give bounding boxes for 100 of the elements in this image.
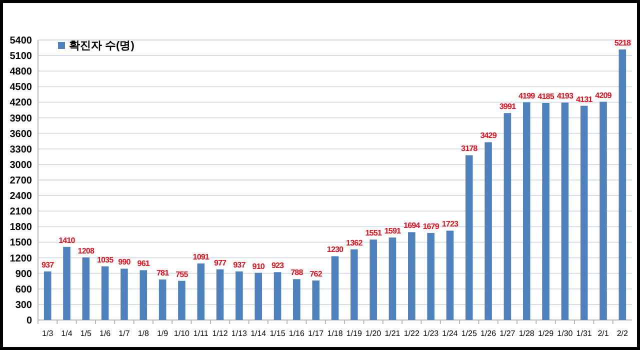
x-tick-label: 1/19 [346, 329, 362, 338]
data-label: 1362 [346, 238, 364, 248]
x-tick-label: 1/11 [193, 329, 209, 338]
bar [274, 272, 282, 320]
y-tick-label: 900 [15, 268, 32, 280]
bar [216, 269, 224, 320]
x-tick-label: 1/26 [480, 329, 497, 338]
bar [197, 263, 205, 320]
x-tick-label: 1/6 [100, 329, 112, 338]
bar [427, 232, 434, 320]
x-tick-label: 1/23 [423, 329, 440, 338]
data-label: 5218 [614, 38, 632, 48]
y-tick-label: 5400 [10, 36, 32, 46]
y-tick-label: 3600 [10, 128, 32, 140]
y-tick-label: 4200 [10, 98, 32, 109]
y-tick-label: 1800 [10, 222, 32, 234]
y-tick-label: 1500 [10, 238, 32, 249]
y-tick-label: 4500 [10, 82, 32, 94]
bar [101, 266, 109, 320]
data-label: 1208 [78, 246, 95, 256]
x-tick-label: 1/12 [212, 329, 228, 338]
data-label: 1551 [365, 228, 382, 238]
data-label: 1410 [58, 236, 76, 245]
x-tick-label: 1/3 [42, 329, 54, 338]
legend-label: 확진자 수(명) [69, 40, 135, 52]
bar [618, 49, 626, 320]
x-tick-label: 1/9 [156, 329, 169, 338]
data-label: 1230 [326, 245, 344, 254]
y-tick-label: 3900 [10, 113, 32, 124]
x-tick-label: 1/4 [61, 329, 73, 338]
bar [63, 246, 70, 320]
bar [312, 280, 320, 320]
y-tick-label: 2700 [10, 176, 32, 186]
x-tick-label: 1/31 [576, 329, 592, 338]
bar [580, 106, 588, 320]
x-tick-label: 1/28 [518, 329, 535, 338]
bar [504, 113, 512, 320]
data-label: 937 [42, 260, 55, 270]
bar [236, 271, 243, 320]
data-label: 4209 [595, 90, 612, 100]
x-tick-label: 1/29 [538, 329, 554, 338]
bar [370, 240, 377, 320]
data-label: 4131 [576, 94, 594, 104]
bar [120, 268, 128, 320]
x-tick-label: 1/15 [270, 329, 286, 338]
bar [331, 256, 339, 320]
y-tick-label: 4800 [10, 66, 32, 78]
data-label: 4199 [518, 91, 536, 100]
y-tick-label: 3300 [10, 144, 32, 156]
data-label: 788 [290, 268, 304, 278]
data-label: 1091 [192, 252, 210, 262]
data-label: 781 [156, 268, 170, 278]
y-tick-label: 2400 [10, 191, 32, 202]
data-label: 755 [176, 270, 189, 279]
x-tick-label: 1/10 [174, 329, 190, 338]
x-tick-label: 1/22 [404, 329, 420, 338]
bar [82, 257, 90, 320]
y-tick-label: 0 [26, 316, 32, 326]
data-label: 937 [233, 260, 246, 270]
bar [178, 280, 186, 320]
x-tick-label: 1/5 [80, 329, 92, 338]
data-label: 977 [214, 258, 228, 268]
x-tick-label: 1/8 [138, 329, 150, 338]
x-tick-label: 1/14 [250, 329, 267, 338]
x-tick-label: 2/1 [598, 329, 610, 338]
y-tick-label: 300 [15, 300, 32, 311]
bar [350, 249, 358, 320]
data-label: 923 [271, 261, 285, 270]
data-label: 1723 [442, 220, 460, 229]
data-label: 3429 [480, 131, 498, 140]
bar [561, 102, 569, 320]
bar [408, 232, 416, 320]
y-tick-label: 5100 [10, 51, 32, 62]
x-tick-label: 1/30 [557, 329, 574, 338]
data-label: 1679 [422, 222, 440, 231]
bar [465, 155, 473, 320]
x-tick-label: 1/7 [118, 329, 130, 338]
x-tick-label: 1/17 [308, 329, 324, 338]
bar [522, 102, 530, 320]
bar [158, 280, 166, 320]
data-label: 762 [310, 269, 323, 278]
x-tick-label: 1/20 [366, 329, 382, 338]
data-label: 3991 [499, 102, 516, 112]
x-tick-label: 1/25 [461, 329, 478, 338]
data-label: 990 [118, 258, 132, 267]
bar [446, 230, 454, 320]
x-tick-label: 1/13 [231, 329, 248, 338]
data-label: 961 [137, 259, 150, 268]
x-tick-label: 1/24 [442, 329, 458, 338]
x-tick-label: 1/27 [500, 329, 516, 338]
y-tick-label: 600 [15, 284, 32, 296]
data-label: 910 [252, 262, 266, 271]
y-tick-label: 1200 [10, 253, 32, 264]
x-tick-label: 1/18 [327, 329, 344, 338]
data-label: 3178 [461, 144, 478, 154]
data-label: 1694 [404, 221, 421, 230]
data-label: 4193 [556, 92, 574, 101]
x-tick-label: 1/21 [384, 329, 401, 338]
bar [484, 142, 492, 320]
bar [140, 270, 148, 320]
